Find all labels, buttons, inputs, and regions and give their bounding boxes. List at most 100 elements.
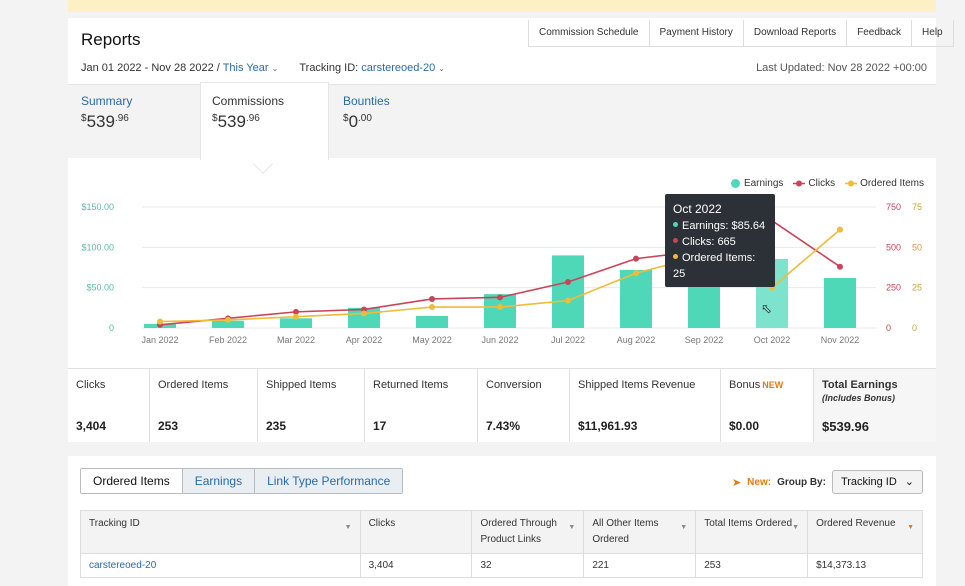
tab-earnings[interactable]: Earnings [181,469,255,493]
x-axis-tick: Jul 2022 [551,335,585,345]
stat-conversion: Conversion 7.43% [478,369,570,442]
tracking-id-dropdown[interactable]: carstereoed-20 ⌄ [361,62,445,74]
ordered-items-point [429,304,435,311]
cell-all-other: 221 [583,553,697,578]
right2-axis-tick: 0 [912,323,917,333]
tab-link-type-performance[interactable]: Link Type Performance [254,469,403,493]
earnings-bar [552,255,584,328]
legend-earnings[interactable]: Earnings [730,178,783,189]
earnings-bar [212,320,244,328]
x-axis-tick: Sep 2022 [685,335,724,345]
group-by-control: ➤ New: Group By: Tracking ID ⌄ [732,470,923,494]
clicks-line-icon [793,179,806,188]
group-by-label: Group By: [777,476,826,488]
date-filter-row: Jan 01 2022 - Nov 28 2022 / This Year ⌄ T… [81,62,445,74]
left-axis-tick: $50.00 [86,283,114,293]
report-toolbar: Commission Schedule Payment History Down… [528,20,954,47]
stat-total-earnings: Total Earnings (Includes Bonus) $539.96 [814,369,936,442]
stat-bonus: Bonus NEW $0.00 [721,369,814,442]
clicks-point [429,295,435,302]
earnings-bar [280,318,312,328]
tab-value: $0.00 [343,112,372,131]
clicks-point [497,294,503,301]
tab-commissions[interactable]: Commissions $539.96 [212,94,340,132]
tooltip-title: Oct 2022 [673,202,722,216]
tooltip-earnings: Earnings: $85.64 [673,218,767,234]
x-axis-tick: Jun 2022 [481,335,518,345]
page-title: Reports [81,30,141,49]
tab-bounties[interactable]: Bounties $0.00 [343,94,471,132]
col-tracking-id[interactable]: Tracking ID ▼ [80,510,361,554]
mouse-cursor-icon: ⬁ [761,301,772,316]
feedback-link[interactable]: Feedback [847,20,913,46]
clicks-point [293,308,299,315]
clicks-point [565,279,571,286]
download-reports-link[interactable]: Download Reports [744,20,848,46]
stats-row: Clicks 3,404 Ordered Items 253 Shipped Ite… [68,368,936,442]
date-separator: / [216,62,220,74]
x-axis-tick: Mar 2022 [277,335,315,345]
x-axis-tick: Apr 2022 [346,335,383,345]
col-clicks[interactable]: Clicks [359,510,473,554]
cell-ordered-revenue: $14,373.13 [807,553,923,578]
right-axis-tick: 250 [886,283,901,293]
col-ordered-revenue[interactable]: Ordered Revenue ▼ [807,510,923,554]
col-ordered-through[interactable]: Ordered Through Product Links ▼ [471,510,585,554]
chart-legend: Earnings Clicks Ordered Items [730,178,924,189]
tab-summary[interactable]: Summary $539.96 [81,94,209,132]
clicks-point [837,263,843,270]
sort-active-icon: ▼ [907,524,914,531]
sort-icon: ▼ [568,524,576,531]
report-type-tabs: Ordered Items Earnings Link Type Perform… [80,468,404,494]
legend-clicks[interactable]: Clicks [793,178,835,189]
right2-axis-tick: 25 [912,283,922,293]
reports-panel: Reports Commission Schedule Payment Hist… [68,18,954,442]
col-total-items[interactable]: Total Items Ordered ▼ [695,510,809,554]
new-flame-icon: ➤ [731,476,742,489]
commission-schedule-link[interactable]: Commission Schedule [529,20,650,46]
tab-label: Summary [81,94,133,108]
ordered-items-point [293,313,299,320]
ordered-items-point [837,226,843,233]
stat-returned-items: Returned Items 17 [365,369,478,442]
new-badge: NEW [762,380,784,390]
report-table: Tracking ID ▼ Clicks Ordered Through Prod… [80,510,923,578]
earnings-bar [824,277,856,328]
group-by-select[interactable]: Tracking ID ⌄ [831,470,923,494]
tab-value: $539.96 [212,112,260,131]
stat-ordered-items: Ordered Items 253 [150,369,258,442]
cell-tracking-id[interactable]: carstereoed-20 [80,553,361,578]
stat-clicks: Clicks 3,404 [68,369,150,442]
x-axis-tick: Nov 2022 [821,335,860,345]
tracking-id-label: carstereoed-20 [361,62,436,74]
x-axis-tick: Feb 2022 [209,335,247,345]
table-header-row: Tracking ID ▼ Clicks Ordered Through Prod… [80,510,923,554]
right-axis-tick: 500 [886,242,901,252]
earnings-bar [416,315,448,328]
payment-history-link[interactable]: Payment History [650,20,744,46]
stat-shipped-revenue: Shipped Items Revenue $11,961.93 [570,369,721,442]
left-axis-tick: $150.00 [81,202,114,212]
tab-ordered-items[interactable]: Ordered Items [81,469,182,493]
notice-banner [68,0,936,12]
tab-label: Commissions [212,94,285,108]
period-dropdown[interactable]: This Year ⌄ [223,62,279,74]
ordered-items-point [157,318,163,325]
help-link[interactable]: Help [912,20,954,46]
period-label: This Year [222,62,269,74]
active-tab-bg [200,82,329,160]
legend-ordered-items[interactable]: Ordered Items [845,178,924,189]
cell-ordered-through: 32 [471,553,585,578]
right-axis-tick: 750 [886,202,901,212]
right-axis-tick: 0 [886,323,891,333]
sort-icon: ▼ [680,524,688,531]
tooltip-clicks: Clicks: 665 [673,234,767,250]
chevron-down-icon: ⌄ [438,64,445,73]
tab-label: Bounties [343,94,390,108]
ordered-items-point [361,310,367,317]
sort-icon: ▼ [792,524,800,531]
sort-icon: ▼ [344,524,352,531]
clicks-point [633,255,639,262]
earnings-dot-icon [730,179,740,188]
col-all-other-items[interactable]: All Other Items Ordered ▼ [583,510,697,554]
